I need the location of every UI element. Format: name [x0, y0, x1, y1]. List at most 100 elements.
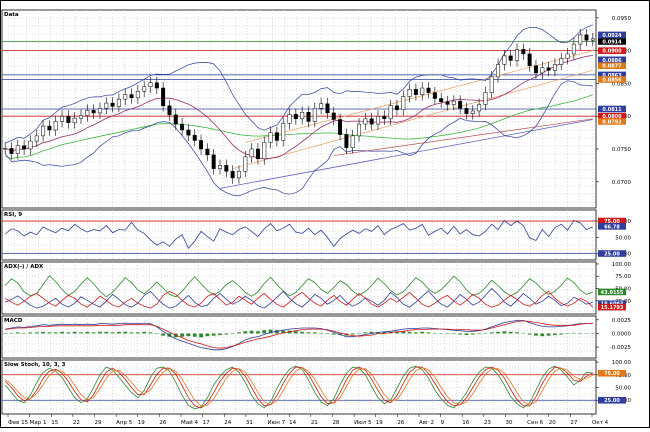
candle-body	[86, 110, 89, 115]
candle-body	[547, 68, 550, 71]
x-tick-label: 26	[159, 420, 166, 426]
x-tick-label: 23	[484, 420, 491, 426]
macd-histogram-bar	[540, 333, 544, 336]
value-badge-label-price: 0.0914	[602, 39, 622, 45]
candle-body	[180, 124, 183, 130]
macd-histogram-bar	[224, 333, 228, 334]
x-tick-label: Фев 15	[8, 420, 29, 426]
x-tick-label: 22	[73, 420, 80, 426]
candle-body	[591, 39, 594, 40]
x-tick-label: Мар 1	[30, 420, 47, 426]
candle-body	[370, 119, 373, 124]
candle-body	[578, 35, 581, 44]
y-tick-label-price: 0.0950	[612, 16, 632, 22]
candle-body	[338, 119, 341, 134]
candle-body	[395, 106, 398, 110]
x-tick-label: 21	[311, 420, 318, 426]
candle-body	[41, 126, 44, 136]
candle-body	[357, 124, 360, 136]
macd-histogram-bar	[180, 333, 184, 336]
candle-body	[420, 88, 423, 95]
candle-body	[281, 123, 284, 140]
candle-body	[130, 95, 133, 98]
candle-body	[256, 149, 259, 159]
macd-histogram-bar	[446, 333, 450, 334]
candle-body	[123, 95, 126, 100]
candle-body	[490, 77, 493, 93]
candle-body	[142, 87, 145, 92]
candle-body	[560, 59, 563, 65]
x-tick-label: Сен 6	[527, 420, 544, 426]
candle-body	[294, 114, 297, 119]
candle-body	[566, 54, 569, 59]
candle-body	[206, 149, 209, 155]
candle-body	[458, 101, 461, 108]
macd-histogram-bar	[142, 332, 146, 334]
macd-histogram-bar	[136, 332, 140, 333]
value-badge-label-price: 0.0856	[602, 77, 622, 83]
macd-histogram-bar	[231, 333, 235, 334]
macd-histogram-bar	[123, 332, 127, 334]
candle-body	[307, 112, 310, 121]
candle-body	[572, 44, 575, 54]
x-tick-label: 30	[505, 420, 512, 426]
macd-histogram-bar	[578, 333, 582, 334]
value-badge-label-price: 0.0811	[602, 107, 622, 113]
macd-histogram-bar	[319, 333, 323, 334]
candle-body	[187, 130, 190, 135]
macd-histogram-bar	[502, 331, 506, 333]
y-tick-label-macd: 0.0000	[612, 331, 632, 337]
macd-histogram-bar	[408, 332, 412, 334]
candle-body	[484, 93, 487, 105]
candle-body	[452, 101, 455, 104]
x-tick-label: 14	[289, 420, 296, 426]
macd-histogram-bar	[104, 332, 108, 334]
candle-body	[60, 116, 63, 121]
macd-histogram-bar	[256, 331, 260, 333]
candle-body	[300, 112, 303, 119]
candle-body	[193, 135, 196, 140]
candle-body	[269, 133, 272, 143]
y-tick-label-macd: -0.0025	[610, 345, 632, 351]
value-badge-label-adx: 15.1793	[601, 305, 624, 311]
candle-body	[231, 171, 234, 178]
candle-body	[477, 104, 480, 111]
macd-histogram-bar	[547, 333, 551, 335]
candle-body	[10, 148, 13, 153]
y-tick-label-adx: 75.00	[615, 274, 631, 280]
x-tick-label: 27	[570, 420, 577, 426]
macd-histogram-bar	[161, 333, 165, 335]
macd-histogram-bar	[452, 333, 456, 334]
candle-body	[29, 141, 32, 149]
macd-histogram-bar	[553, 333, 557, 335]
candle-body	[427, 88, 430, 93]
macd-histogram-bar	[41, 332, 45, 334]
macd-histogram-bar	[205, 333, 209, 336]
candle-body	[402, 97, 405, 110]
candle-body	[155, 83, 158, 88]
panel-title-rsi: RSI, 9	[4, 212, 22, 218]
value-badge-label-rsi: 66.78	[604, 224, 620, 230]
x-tick-label: 24	[224, 420, 231, 426]
macd-histogram-bar	[465, 333, 469, 335]
candle-body	[509, 56, 512, 61]
x-tick-label: 26	[397, 420, 404, 426]
macd-histogram-bar	[250, 331, 254, 334]
value-badge-label-price: 0.0924	[602, 33, 622, 39]
y-tick-label-rsi: 50.00	[615, 235, 631, 241]
macd-histogram-bar	[54, 332, 58, 333]
x-tick-label: Май 4	[181, 419, 198, 426]
macd-histogram-bar	[243, 331, 247, 333]
macd-histogram-bar	[117, 332, 121, 334]
candle-body	[3, 148, 6, 149]
candle-body	[48, 126, 51, 130]
candle-body	[275, 133, 278, 141]
y-tick-label-price: 0.0750	[612, 147, 632, 153]
macd-histogram-bar	[414, 332, 418, 333]
macd-histogram-bar	[300, 332, 304, 334]
macd-histogram-bar	[218, 333, 222, 335]
candle-body	[105, 103, 108, 108]
x-tick-label: 19	[138, 420, 145, 426]
candle-body	[212, 155, 215, 169]
